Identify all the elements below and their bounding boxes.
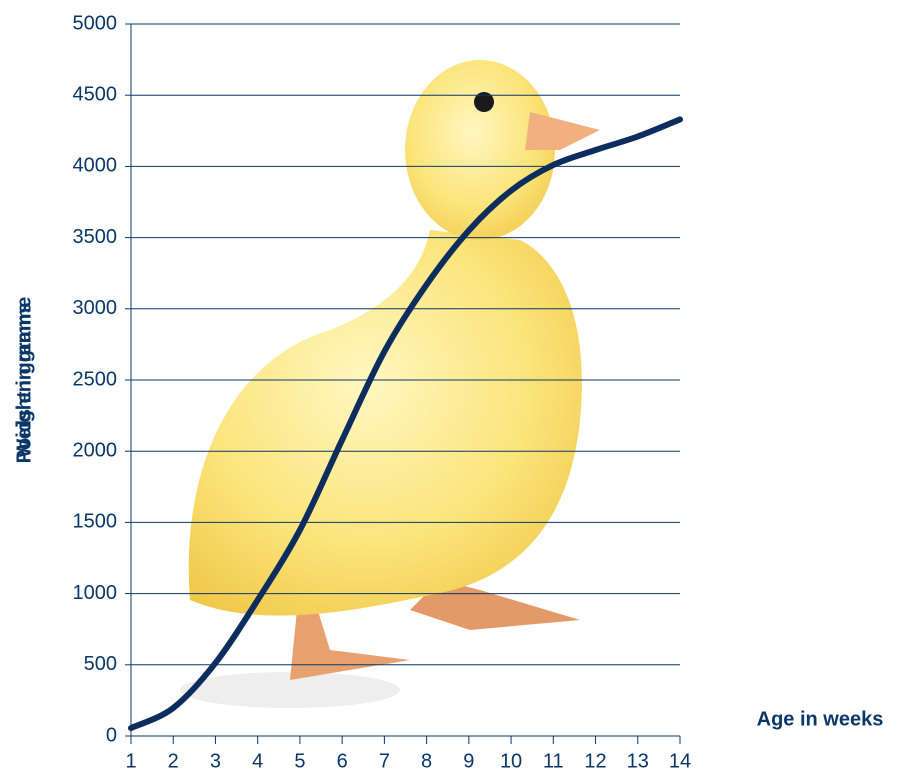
y-tick-label: 2000 [73,439,118,461]
chart: Weight in grams Poids en gramme Age in w… [0,0,908,778]
y-tick-label: 0 [106,724,117,746]
x-tick-label: 7 [379,750,390,772]
x-tick-label: 14 [669,750,691,772]
x-tick-label: 11 [543,750,564,772]
x-tick-label: 4 [252,750,263,772]
y-axis-label: Poids en gramme [13,297,35,464]
x-tick-label: 5 [294,750,305,772]
x-tick-label: 13 [627,750,649,772]
x-tick-label: 9 [463,750,474,772]
y-tick-label: 4000 [73,155,118,177]
x-tick-label: 3 [210,750,221,772]
y-tick-label: 3500 [73,226,118,248]
y-tick-label: 500 [84,653,117,675]
x-tick-label: 2 [168,750,179,772]
y-tick-label: 4500 [73,83,118,105]
duckling-illustration [180,60,600,708]
x-axis-label: Age in weeks [757,708,884,730]
x-tick-label: 1 [125,750,136,772]
y-tick-label: 3000 [73,297,118,319]
y-tick-label: 1000 [73,582,118,604]
y-tick-label: 5000 [73,12,118,34]
y-tick-label: 2500 [73,368,118,390]
x-tick-label: 10 [500,750,522,772]
x-tick-label: 6 [337,750,348,772]
x-tick-label: 8 [421,750,432,772]
x-tick-label: 12 [584,750,606,772]
y-tick-label: 1500 [73,511,118,533]
